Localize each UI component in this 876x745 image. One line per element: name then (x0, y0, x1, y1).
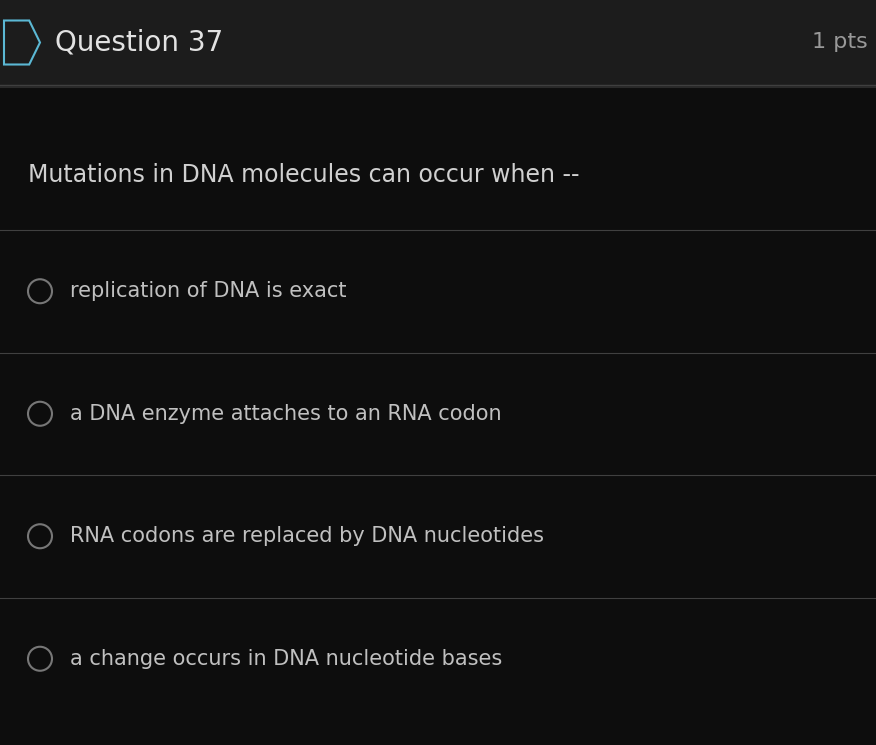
Text: replication of DNA is exact: replication of DNA is exact (70, 282, 347, 301)
Text: RNA codons are replaced by DNA nucleotides: RNA codons are replaced by DNA nucleotid… (70, 526, 544, 546)
Text: Mutations in DNA molecules can occur when --: Mutations in DNA molecules can occur whe… (28, 163, 580, 187)
Text: 1 pts: 1 pts (812, 33, 868, 52)
Text: a DNA enzyme attaches to an RNA codon: a DNA enzyme attaches to an RNA codon (70, 404, 502, 424)
Text: a change occurs in DNA nucleotide bases: a change occurs in DNA nucleotide bases (70, 649, 502, 669)
FancyBboxPatch shape (0, 0, 876, 85)
Text: Question 37: Question 37 (55, 28, 223, 57)
